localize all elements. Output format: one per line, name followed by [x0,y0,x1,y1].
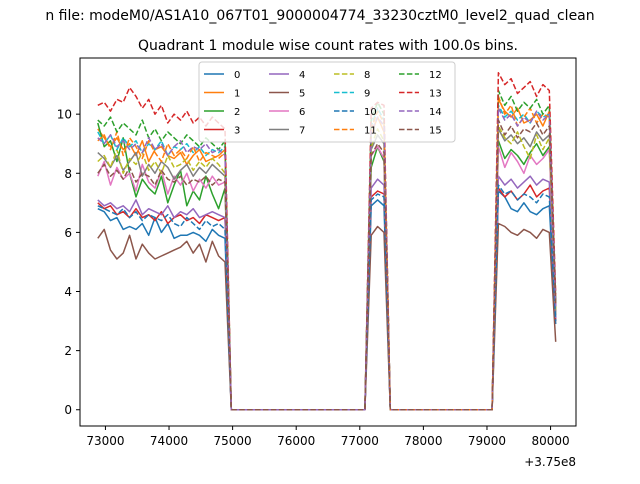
y-tick-label: 6 [64,226,72,240]
legend-label-12: 12 [429,70,442,81]
x-tick-label: 79000 [468,434,506,448]
legend-label-7: 7 [299,126,305,137]
x-tick-label: 73000 [86,434,124,448]
y-axis: 0 2 4 6 8 10 [57,108,80,417]
legend-label-10: 10 [364,107,377,118]
legend-label-5: 5 [299,89,305,100]
legend-label-1: 1 [234,89,240,100]
x-tick-label: 80000 [531,434,569,448]
y-tick-label: 4 [64,285,72,299]
x-tick-label: 75000 [214,434,252,448]
x-tick-label: 78000 [404,434,442,448]
legend-box [198,61,456,143]
y-tick-label: 8 [64,167,72,181]
legend-label-8: 8 [364,70,370,81]
legend-label-11: 11 [364,126,377,137]
legend-label-13: 13 [429,89,442,100]
figure-suptitle: n file: modeM0/AS1A10_067T01_9000004774_… [45,8,594,24]
y-tick-label: 2 [64,344,72,358]
axes-frame [79,57,577,427]
x-offset-label: +3.75e8 [524,455,576,469]
x-axis: 73000 74000 75000 76000 77000 78000 79000 80000 [86,426,570,448]
legend-label-4: 4 [299,70,305,81]
legend-label-2: 2 [234,107,240,118]
series-line-11 [97,95,557,411]
series-line-15 [97,119,557,411]
legend-label-0: 0 [234,70,240,81]
chart-title: Quadrant 1 module wise count rates with … [138,38,518,54]
legend-label-6: 6 [299,107,305,118]
plot-lines [97,72,557,411]
y-tick-label: 0 [64,403,72,417]
legend-label-9: 9 [364,89,370,100]
x-tick-label: 77000 [341,434,379,448]
x-tick-label: 74000 [150,434,188,448]
x-tick-label: 76000 [277,434,315,448]
legend-label-3: 3 [234,126,240,137]
y-tick-label: 10 [57,108,72,122]
legend-label-15: 15 [429,126,442,137]
legend-label-14: 14 [429,107,442,118]
